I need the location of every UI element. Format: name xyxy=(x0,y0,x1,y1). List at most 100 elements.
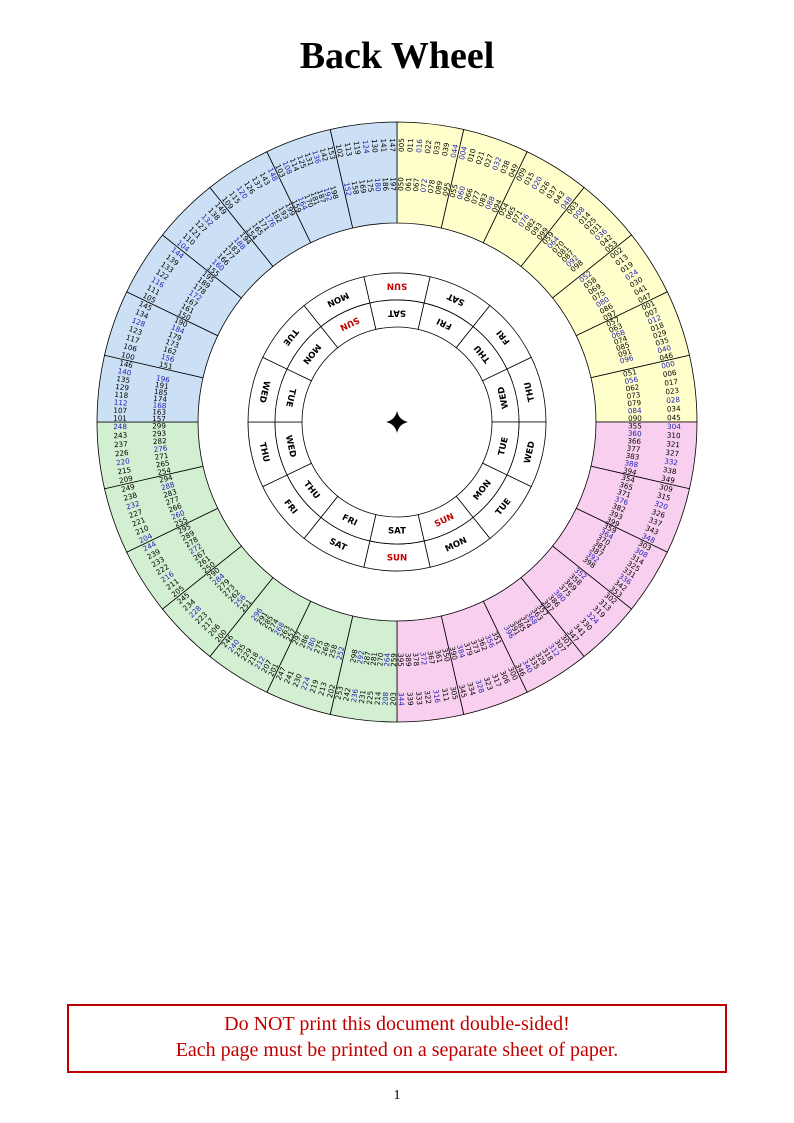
svg-text:202: 202 xyxy=(325,683,337,698)
svg-text:390: 390 xyxy=(448,645,460,661)
svg-text:040: 040 xyxy=(656,343,672,355)
svg-text:079: 079 xyxy=(627,398,642,408)
svg-text:371: 371 xyxy=(616,487,632,500)
svg-text:028: 028 xyxy=(666,395,681,405)
svg-text:100: 100 xyxy=(120,350,136,362)
svg-text:293: 293 xyxy=(152,429,166,439)
svg-text:SUN: SUN xyxy=(387,280,407,290)
svg-text:394: 394 xyxy=(622,465,638,477)
svg-text:084: 084 xyxy=(628,406,643,416)
svg-text:153: 153 xyxy=(325,145,337,160)
svg-text:106: 106 xyxy=(122,341,138,353)
svg-text:310: 310 xyxy=(667,431,682,441)
svg-text:005: 005 xyxy=(397,138,406,152)
svg-text:383: 383 xyxy=(625,451,640,462)
svg-text:316: 316 xyxy=(431,689,442,704)
svg-text:350: 350 xyxy=(440,647,452,663)
svg-text:225: 225 xyxy=(365,690,375,705)
svg-text:039: 039 xyxy=(440,141,451,157)
svg-text:118: 118 xyxy=(114,390,129,400)
svg-text:269: 269 xyxy=(319,641,332,657)
svg-text:168: 168 xyxy=(152,400,167,410)
svg-text:281: 281 xyxy=(369,652,379,667)
page-number: 1 xyxy=(393,1088,401,1103)
svg-text:085: 085 xyxy=(615,340,631,353)
svg-text:345: 345 xyxy=(457,683,469,698)
svg-text:215: 215 xyxy=(117,465,132,476)
svg-text:249: 249 xyxy=(120,482,136,494)
svg-text:389: 389 xyxy=(404,653,414,668)
center-star xyxy=(386,411,408,433)
svg-text:208: 208 xyxy=(381,691,391,706)
svg-text:354: 354 xyxy=(620,473,636,485)
svg-text:327: 327 xyxy=(665,448,680,458)
svg-text:131: 131 xyxy=(303,151,316,167)
svg-text:237: 237 xyxy=(114,439,128,449)
svg-text:197: 197 xyxy=(388,177,397,191)
svg-text:173: 173 xyxy=(164,337,180,350)
svg-text:238: 238 xyxy=(122,490,138,502)
svg-text:315: 315 xyxy=(656,490,672,502)
svg-text:323: 323 xyxy=(482,676,495,692)
svg-text:011: 011 xyxy=(406,138,416,152)
svg-text:051: 051 xyxy=(622,367,637,379)
svg-text:162: 162 xyxy=(162,344,178,357)
svg-text:361: 361 xyxy=(433,649,444,664)
svg-text:022: 022 xyxy=(423,139,433,154)
svg-text:112: 112 xyxy=(114,398,128,408)
svg-text:243: 243 xyxy=(113,431,127,441)
svg-text:129: 129 xyxy=(115,382,130,393)
svg-text:124: 124 xyxy=(361,139,372,154)
svg-text:288: 288 xyxy=(160,480,176,492)
year-numbers: 005 011 0160220330390440500610670720780890… xyxy=(113,138,681,706)
svg-text:016: 016 xyxy=(414,138,424,153)
svg-text:152: 152 xyxy=(342,182,354,197)
svg-text:180: 180 xyxy=(373,178,383,193)
svg-text:224: 224 xyxy=(299,675,312,691)
svg-text:305: 305 xyxy=(448,685,460,700)
svg-text:388: 388 xyxy=(624,458,640,469)
svg-text:253: 253 xyxy=(333,685,345,700)
svg-text:TUE: TUE xyxy=(497,436,511,457)
svg-text:141: 141 xyxy=(379,138,389,152)
svg-text:372: 372 xyxy=(418,651,428,666)
svg-text:187: 187 xyxy=(315,188,328,204)
svg-text:282: 282 xyxy=(153,436,167,446)
svg-text:344: 344 xyxy=(397,692,406,706)
svg-text:174: 174 xyxy=(153,394,168,404)
svg-text:236: 236 xyxy=(349,688,360,703)
svg-text:WED: WED xyxy=(496,386,511,410)
svg-text:077: 077 xyxy=(469,189,482,205)
svg-text:073: 073 xyxy=(626,390,641,400)
svg-text:113: 113 xyxy=(343,142,354,157)
svg-text:320: 320 xyxy=(653,499,669,512)
svg-text:366: 366 xyxy=(627,436,642,446)
svg-text:060: 060 xyxy=(455,185,467,201)
svg-text:101: 101 xyxy=(113,414,127,423)
svg-text:123: 123 xyxy=(128,324,144,337)
svg-text:292: 292 xyxy=(355,650,366,665)
svg-text:377: 377 xyxy=(626,443,641,453)
svg-text:265: 265 xyxy=(155,458,170,469)
svg-text:135: 135 xyxy=(116,374,131,385)
svg-text:147: 147 xyxy=(388,138,397,152)
svg-text:151: 151 xyxy=(158,359,173,371)
svg-text:158: 158 xyxy=(350,180,361,196)
svg-text:283: 283 xyxy=(162,487,178,500)
svg-text:055: 055 xyxy=(448,183,460,198)
day-ring-cells xyxy=(247,272,547,572)
svg-text:378: 378 xyxy=(411,652,421,667)
svg-text:089: 089 xyxy=(433,180,444,196)
svg-text:142: 142 xyxy=(318,147,330,163)
svg-text:169: 169 xyxy=(357,179,368,194)
svg-text:140: 140 xyxy=(117,366,133,377)
svg-text:198: 198 xyxy=(328,185,340,201)
svg-text:248: 248 xyxy=(113,422,127,431)
svg-text:360: 360 xyxy=(628,429,643,439)
svg-text:107: 107 xyxy=(113,406,127,416)
svg-text:157: 157 xyxy=(152,414,166,423)
svg-text:029: 029 xyxy=(652,328,668,341)
svg-text:102: 102 xyxy=(334,143,346,158)
svg-text:338: 338 xyxy=(662,465,678,476)
